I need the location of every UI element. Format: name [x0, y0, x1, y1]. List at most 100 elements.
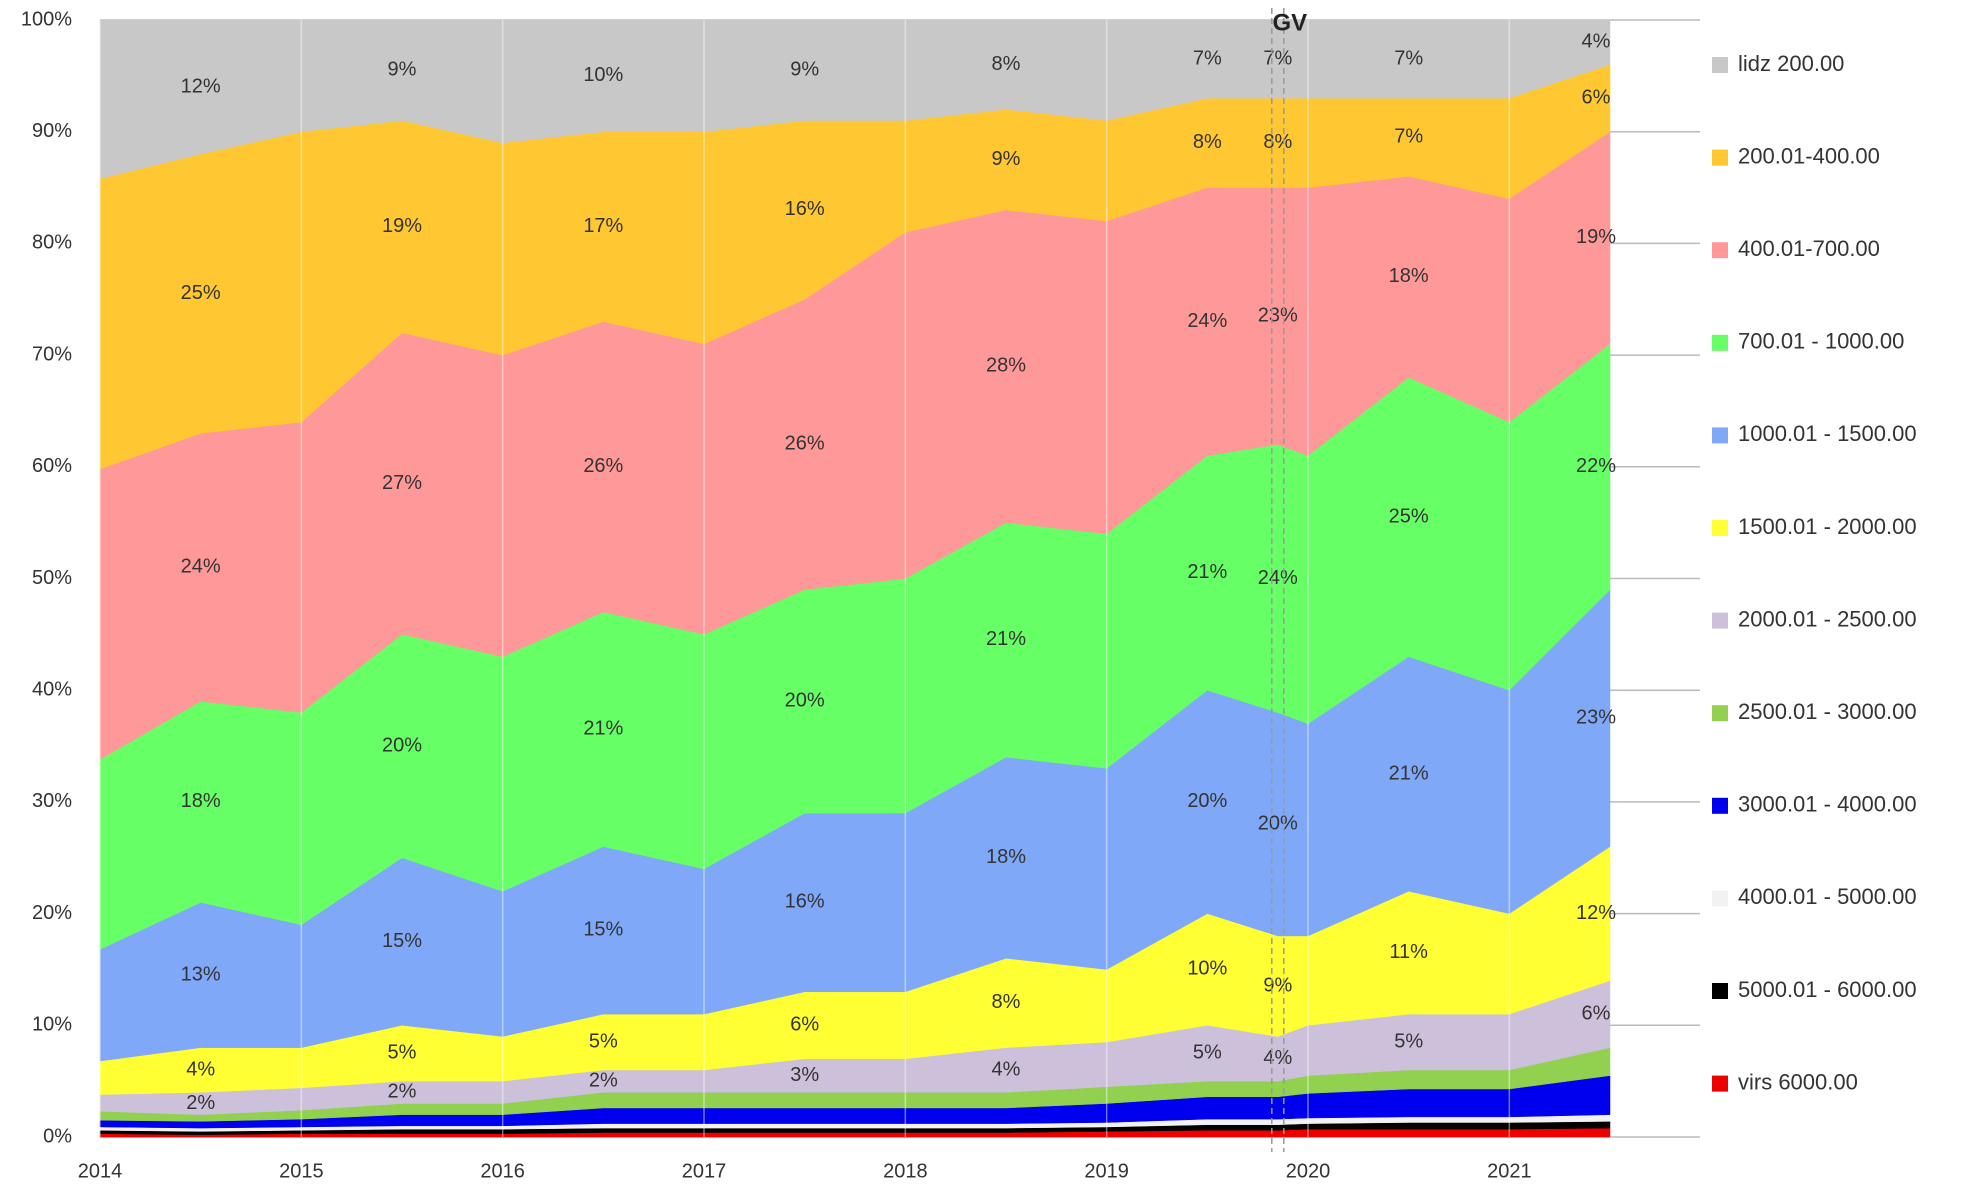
data-label: 21%: [1389, 762, 1429, 784]
data-label: 7%: [1193, 47, 1222, 69]
data-label: 27%: [382, 472, 422, 494]
data-label: 18%: [181, 790, 221, 812]
data-label: 3%: [790, 1064, 819, 1086]
data-label: 23%: [1258, 304, 1298, 326]
y-tick-label: 20%: [32, 902, 72, 924]
y-tick-label: 10%: [32, 1014, 72, 1036]
legend-label: virs 6000.00: [1738, 1069, 1858, 1094]
data-label: 5%: [1193, 1042, 1222, 1064]
data-label: 4%: [992, 1058, 1021, 1080]
y-tick-label: 0%: [43, 1125, 72, 1147]
data-label: 8%: [992, 53, 1021, 75]
data-label: 18%: [986, 846, 1026, 868]
data-label: 7%: [1263, 47, 1292, 69]
data-label: 4%: [1582, 31, 1611, 53]
legend-label: 1000.01 - 1500.00: [1738, 421, 1917, 446]
data-label: 25%: [1389, 505, 1429, 527]
data-label: 10%: [583, 64, 623, 86]
data-label: 20%: [382, 734, 422, 756]
data-label: 5%: [1394, 1030, 1423, 1052]
data-label: 9%: [790, 59, 819, 81]
legend-label: 200.01-400.00: [1738, 143, 1880, 168]
x-tick-label: 2020: [1286, 1160, 1331, 1182]
legend-swatch: [1712, 334, 1728, 351]
legend-swatch: [1712, 983, 1728, 999]
data-label: 16%: [785, 891, 825, 913]
data-label: 6%: [1582, 1002, 1611, 1024]
legend-swatch: [1712, 612, 1728, 629]
data-label: 2%: [388, 1081, 417, 1103]
data-label: 2%: [186, 1092, 215, 1114]
data-label: 5%: [589, 1030, 618, 1052]
legend-swatch: [1712, 1075, 1728, 1092]
data-label: 10%: [1187, 958, 1227, 980]
data-label: 24%: [1258, 567, 1298, 589]
data-label: 12%: [1576, 902, 1616, 924]
legend-swatch: [1712, 890, 1728, 907]
data-label: 7%: [1394, 126, 1423, 148]
legend-label: 700.01 - 1000.00: [1738, 329, 1904, 354]
data-label: 17%: [583, 215, 623, 237]
data-label: 24%: [181, 556, 221, 578]
data-label: 24%: [1187, 310, 1227, 332]
data-label: 20%: [785, 690, 825, 712]
legend-label: 1500.01 - 2000.00: [1738, 514, 1917, 539]
legend-label: 3000.01 - 4000.00: [1738, 792, 1917, 817]
y-tick-label: 30%: [32, 790, 72, 812]
data-label: 20%: [1187, 790, 1227, 812]
y-tick-label: 90%: [32, 120, 72, 142]
data-label: 19%: [382, 215, 422, 237]
data-label: 7%: [1394, 47, 1423, 69]
data-label: 5%: [388, 1042, 417, 1064]
x-tick-label: 2015: [279, 1160, 324, 1182]
data-label: 15%: [583, 919, 623, 941]
legend-swatch: [1712, 57, 1728, 73]
y-tick-label: 70%: [32, 343, 72, 365]
y-tick-label: 60%: [32, 455, 72, 477]
legend-swatch: [1712, 149, 1728, 166]
data-label: 22%: [1576, 455, 1616, 477]
data-label: 13%: [181, 963, 221, 985]
y-tick-label: 40%: [32, 678, 72, 700]
legend-label: 2000.01 - 2500.00: [1738, 606, 1917, 631]
data-label: 8%: [992, 991, 1021, 1013]
annotation-label: GV: [1272, 9, 1307, 36]
legend-label: 400.01-700.00: [1738, 236, 1880, 261]
x-tick-label: 2014: [78, 1160, 123, 1182]
legend-label: 4000.01 - 5000.00: [1738, 884, 1917, 909]
data-label: 4%: [186, 1058, 215, 1080]
legend-swatch: [1712, 242, 1728, 259]
legend-swatch: [1712, 427, 1728, 444]
data-label: 11%: [1389, 941, 1428, 963]
data-label: 8%: [1193, 131, 1222, 153]
legend-swatch: [1712, 705, 1728, 722]
data-label: 21%: [986, 628, 1026, 650]
data-label: 8%: [1263, 131, 1292, 153]
data-label: 6%: [1582, 86, 1611, 108]
y-tick-label: 80%: [32, 232, 72, 254]
data-label: 9%: [388, 59, 417, 81]
data-label: 21%: [1187, 561, 1227, 583]
data-label: 9%: [992, 148, 1021, 170]
area: [99, 19, 1611, 179]
data-label: 19%: [1576, 226, 1616, 248]
x-tick-label: 2017: [682, 1160, 727, 1182]
data-label: 23%: [1576, 706, 1616, 728]
data-label: 12%: [181, 75, 221, 97]
data-label: 26%: [785, 433, 825, 455]
data-label: 2%: [589, 1069, 618, 1091]
legend-swatch: [1712, 520, 1728, 536]
x-tick-label: 2019: [1084, 1160, 1129, 1182]
x-tick-label: 2016: [480, 1160, 525, 1182]
legend-label: 5000.01 - 6000.00: [1738, 977, 1917, 1002]
data-label: 28%: [986, 355, 1026, 377]
y-tick-label: 100%: [21, 8, 72, 30]
data-label: 6%: [790, 1014, 819, 1036]
y-tick-label: 50%: [32, 567, 72, 589]
x-tick-label: 2021: [1487, 1160, 1532, 1182]
data-label: 26%: [583, 455, 623, 477]
legend-label: lidz 200.00: [1738, 51, 1844, 76]
data-label: 4%: [1263, 1047, 1292, 1069]
legend-swatch: [1712, 797, 1728, 814]
